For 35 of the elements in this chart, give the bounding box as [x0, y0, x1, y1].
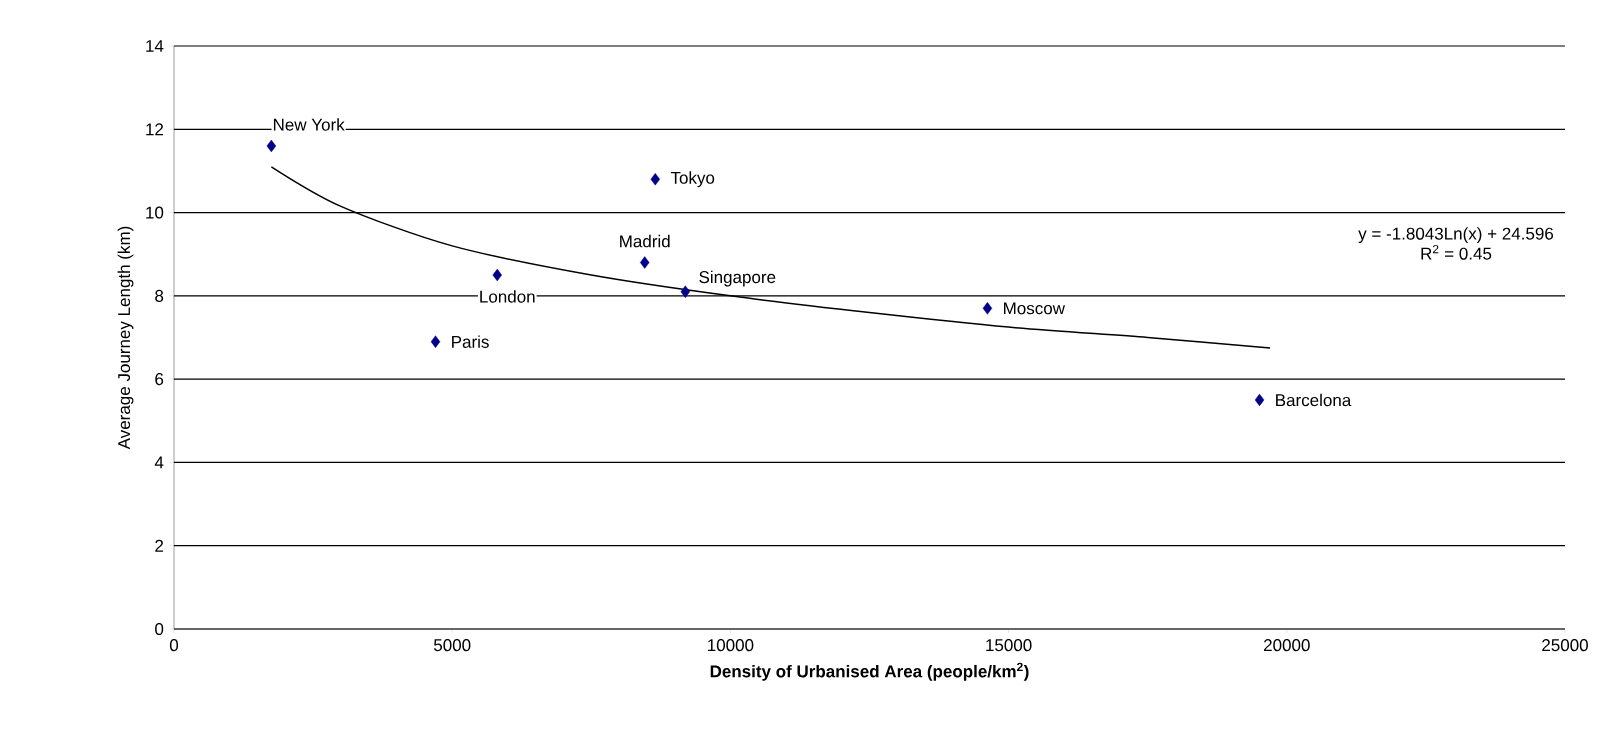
- y-tick-label: 14: [146, 40, 164, 52]
- point: [640, 256, 650, 269]
- x-tick-label: 10000: [708, 639, 754, 652]
- y-tick-label: 6: [155, 373, 164, 386]
- point: [982, 302, 993, 315]
- x-tick-label: 15000: [986, 639, 1032, 652]
- point: [650, 173, 660, 186]
- y-tick-label: 8: [155, 289, 164, 302]
- x-axis-title: Density of Urbanised Area (people/km$^{2}$): [710, 662, 1029, 681]
- y-tick-label: 2: [155, 539, 164, 552]
- y-axis-title: Average Journey Length (km): [117, 226, 134, 450]
- x-tick-label: 5000: [433, 639, 471, 652]
- point: [492, 268, 502, 282]
- x-tick-label: 20000: [1264, 639, 1310, 652]
- annotation: New York: [273, 118, 345, 131]
- point: [266, 139, 277, 153]
- point: [1254, 393, 1265, 407]
- y-tick-label: 10: [146, 206, 164, 219]
- annotation: Tokyo: [670, 171, 715, 188]
- y-tick-label: 4: [154, 456, 164, 469]
- annotation: London: [480, 290, 535, 303]
- y-tick-label: 0: [155, 622, 164, 636]
- annotation: Madrid: [620, 234, 670, 248]
- annotation: Paris: [452, 335, 489, 348]
- annotation: y = -1.8043Ln(x) + 24.596: [1358, 227, 1554, 244]
- point: [430, 335, 441, 348]
- annotation: Moscow: [1004, 302, 1066, 315]
- line-series: [270, 166, 1271, 349]
- x-tick-label: 0: [169, 639, 179, 652]
- annotation: Singapore: [699, 270, 776, 287]
- y-tick-label: 12: [146, 123, 164, 136]
- annotation: Barcelona: [1276, 393, 1352, 407]
- x-tick-label: 25000: [1542, 639, 1588, 652]
- annotation: R$^{2}$ = 0.45: [1421, 244, 1492, 260]
- point: [680, 285, 691, 298]
